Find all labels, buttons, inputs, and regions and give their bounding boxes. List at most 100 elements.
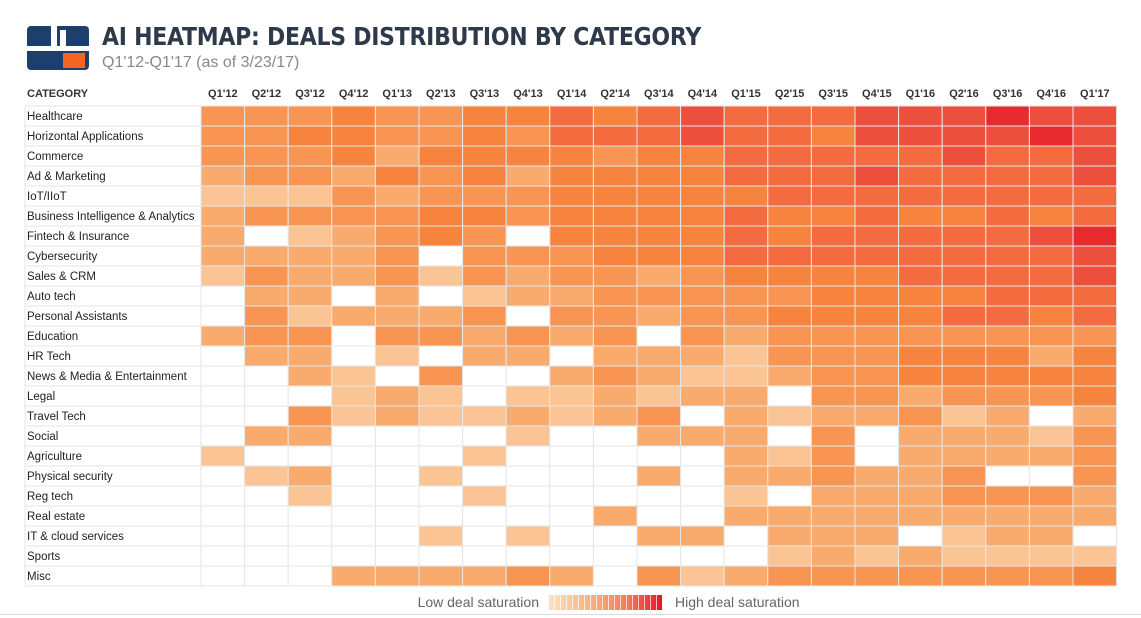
- heatmap-cell: [200, 425, 246, 447]
- heatmap-cell: [374, 465, 420, 487]
- heatmap-cell: [331, 465, 376, 487]
- heatmap-cell: [723, 465, 769, 487]
- heatmap-cell: [723, 125, 769, 147]
- heatmap-cell: [200, 365, 246, 387]
- heatmap-cell: [462, 405, 507, 427]
- column-header: Q3'15: [818, 88, 848, 100]
- column-header: Q3'13: [470, 88, 500, 100]
- heatmap-cell: [1072, 405, 1118, 427]
- heatmap-cell: [1072, 225, 1118, 247]
- heatmap-cell: [200, 525, 246, 547]
- heatmap-cell: [462, 445, 507, 467]
- column-header: Q2'16: [949, 88, 979, 100]
- heatmap-cell: [767, 465, 812, 487]
- heatmap-cell: [1072, 485, 1118, 507]
- heatmap-cell: [244, 105, 289, 127]
- heatmap-cell: [200, 285, 246, 307]
- heatmap-cell: [549, 245, 594, 267]
- heatmap-cell: [854, 385, 900, 407]
- heatmap-cell: [462, 545, 507, 567]
- heatmap-cell: [287, 525, 333, 547]
- heatmap-cell: [374, 545, 420, 567]
- heatmap-cell: [810, 425, 856, 447]
- heatmap-cell: [331, 285, 376, 307]
- legend-low-label: Low deal saturation: [417, 594, 539, 610]
- heatmap-cell: [200, 325, 246, 347]
- heatmap-cell: [898, 285, 943, 307]
- heatmap-cell: [244, 385, 289, 407]
- heatmap-cell: [898, 185, 943, 207]
- heatmap-cell: [374, 165, 420, 187]
- heatmap-cell: [1028, 565, 1074, 587]
- heatmap-cell: [680, 185, 725, 207]
- heatmap-cell: [898, 245, 943, 267]
- heatmap-cell: [244, 225, 289, 247]
- heatmap-cell: [592, 285, 638, 307]
- heatmap-cell: [636, 285, 682, 307]
- heatmap-cell: [287, 545, 333, 567]
- heatmap-cell: [592, 405, 638, 427]
- heatmap-cell: [287, 165, 333, 187]
- heatmap-cell: [1072, 325, 1118, 347]
- heatmap-cell: [505, 105, 551, 127]
- heatmap-cell: [505, 145, 551, 167]
- heatmap-cell: [200, 385, 246, 407]
- heatmap-cell: [462, 105, 507, 127]
- heatmap-cell: [1072, 125, 1118, 147]
- row-label: Real estate: [27, 511, 85, 523]
- heatmap-cell: [723, 345, 769, 367]
- heatmap-cell: [1072, 165, 1118, 187]
- heatmap-cell: [767, 185, 812, 207]
- heatmap-cell: [767, 145, 812, 167]
- heatmap-cell: [549, 285, 594, 307]
- heatmap-cell: [592, 145, 638, 167]
- heatmap-cell: [723, 305, 769, 327]
- heatmap-cell: [1072, 505, 1118, 527]
- heatmap-cell: [1028, 345, 1074, 367]
- brand-logo-icon: [27, 26, 89, 70]
- heatmap-cell: [854, 165, 900, 187]
- heatmap-cell: [462, 325, 507, 347]
- heatmap-cell: [505, 185, 551, 207]
- heatmap-cell: [941, 205, 987, 227]
- heatmap-cell: [636, 345, 682, 367]
- chart-title: AI HEATMAP: DEALS DISTRIBUTION BY CATEGO…: [102, 22, 702, 51]
- heatmap-cell: [985, 285, 1030, 307]
- column-header: Q4'13: [513, 88, 543, 100]
- heatmap-cell: [505, 325, 551, 347]
- heatmap-cell: [854, 565, 900, 587]
- heatmap-cell: [287, 465, 333, 487]
- heatmap-cell: [505, 385, 551, 407]
- heatmap-cell: [941, 465, 987, 487]
- heatmap-cell: [810, 345, 856, 367]
- heatmap-cell: [331, 385, 376, 407]
- heatmap-cell: [767, 205, 812, 227]
- heatmap-cell: [898, 485, 943, 507]
- heatmap-cell: [418, 425, 464, 447]
- heatmap-cell: [374, 365, 420, 387]
- heatmap-cell: [287, 505, 333, 527]
- heatmap-cell: [200, 225, 246, 247]
- heatmap-cell: [854, 265, 900, 287]
- heatmap-cell: [462, 145, 507, 167]
- heatmap-cell: [941, 525, 987, 547]
- heatmap-cell: [287, 245, 333, 267]
- heatmap-cell: [374, 285, 420, 307]
- heatmap-cell: [898, 505, 943, 527]
- heatmap-cell: [462, 205, 507, 227]
- heatmap-cell: [287, 325, 333, 347]
- heatmap-cell: [549, 125, 594, 147]
- heatmap-cell: [200, 145, 246, 167]
- heatmap-cell: [1028, 145, 1074, 167]
- heatmap-cell: [200, 545, 246, 567]
- heatmap-cell: [898, 265, 943, 287]
- heatmap-cell: [200, 345, 246, 367]
- heatmap-cell: [723, 265, 769, 287]
- heatmap-cell: [592, 185, 638, 207]
- heatmap-cell: [985, 105, 1030, 127]
- heatmap-cell: [331, 305, 376, 327]
- heatmap-cell: [287, 305, 333, 327]
- heatmap-cell: [985, 205, 1030, 227]
- heatmap-cell: [505, 405, 551, 427]
- heatmap-cell: [854, 345, 900, 367]
